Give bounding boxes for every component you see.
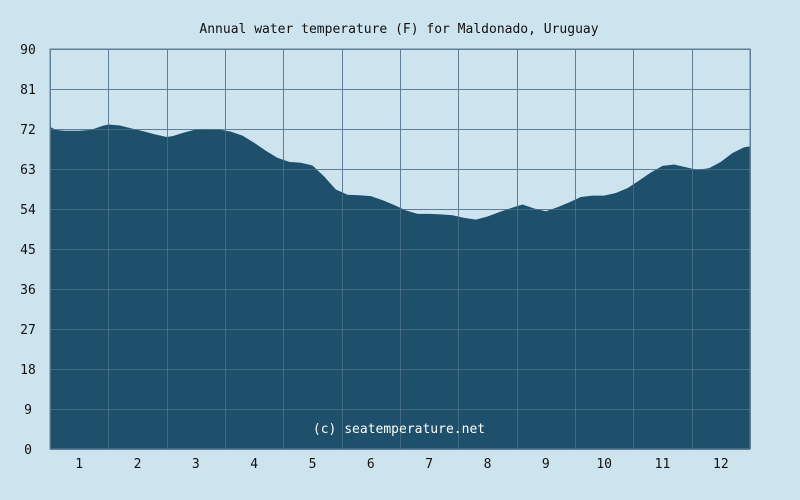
x-tick-label: 5	[309, 457, 317, 472]
y-tick-label: 54	[20, 203, 36, 218]
x-tick-label: 4	[250, 457, 258, 472]
x-tick-label: 9	[542, 457, 550, 472]
x-tick-label: 8	[484, 457, 492, 472]
x-tick-label: 10	[596, 457, 612, 472]
y-tick-label: 45	[20, 243, 36, 258]
y-tick-label: 18	[20, 363, 36, 378]
x-tick-label: 7	[425, 457, 433, 472]
x-tick-label: 3	[192, 457, 200, 472]
x-tick-label: 1	[75, 457, 83, 472]
y-tick-label: 72	[20, 123, 36, 138]
y-tick-label: 90	[20, 43, 36, 58]
plot-frame	[49, 48, 751, 450]
y-tick-label: 27	[20, 323, 36, 338]
x-tick-label: 11	[655, 457, 671, 472]
y-tick-label: 0	[24, 443, 32, 458]
y-axis: 0 9 18 27 36 45 54 63 72 81 90	[20, 43, 36, 458]
x-tick-label: 12	[713, 457, 729, 472]
y-tick-label: 81	[20, 83, 36, 98]
chart-title: Annual water temperature (F) for Maldona…	[199, 22, 598, 37]
y-tick-label: 36	[20, 283, 36, 298]
x-tick-label: 6	[367, 457, 375, 472]
x-tick-label: 2	[134, 457, 142, 472]
y-tick-label: 63	[20, 163, 36, 178]
y-tick-label: 9	[24, 403, 32, 418]
watermark-text: (c) seatemperature.net	[313, 422, 485, 437]
x-axis: 1 2 3 4 5 6 7 8 9 10 11 12	[75, 457, 728, 472]
